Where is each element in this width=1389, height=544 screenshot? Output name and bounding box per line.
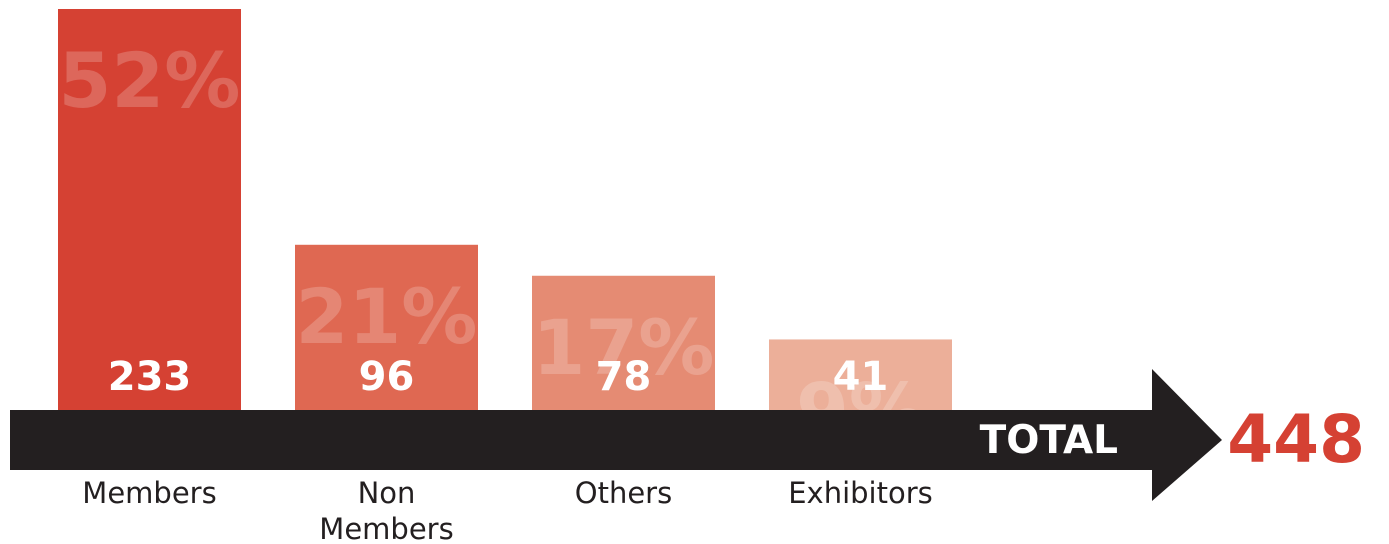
category-label-line: Members bbox=[319, 512, 453, 544]
value-label: 233 bbox=[108, 354, 192, 400]
value-label: 78 bbox=[596, 354, 652, 400]
category-label-line: Non bbox=[358, 476, 416, 510]
total-label: TOTAL bbox=[980, 418, 1118, 463]
percent-label: 52% bbox=[59, 36, 241, 125]
category-label: Members bbox=[82, 476, 216, 510]
category-label-line: Others bbox=[575, 476, 672, 510]
category-label: Non Members bbox=[319, 476, 453, 544]
total-value: 448 bbox=[1227, 401, 1365, 478]
value-label: 41 bbox=[833, 354, 889, 400]
total-arrow-shape bbox=[10, 369, 1222, 501]
total-arrow: TOTAL bbox=[10, 369, 1222, 501]
category-label-line: Exhibitors bbox=[788, 476, 933, 510]
value-label: 96 bbox=[359, 354, 415, 400]
bar-others bbox=[532, 275, 715, 410]
bar-non-members bbox=[295, 244, 478, 410]
category-label: Others bbox=[575, 476, 672, 510]
percent-label: 21% bbox=[296, 272, 478, 361]
percent-label: 17% bbox=[533, 303, 715, 392]
category-label-line: Members bbox=[82, 476, 216, 510]
bar-members bbox=[58, 9, 241, 410]
category-label: Exhibitors bbox=[788, 476, 933, 510]
bar-exhibitors bbox=[769, 339, 952, 410]
